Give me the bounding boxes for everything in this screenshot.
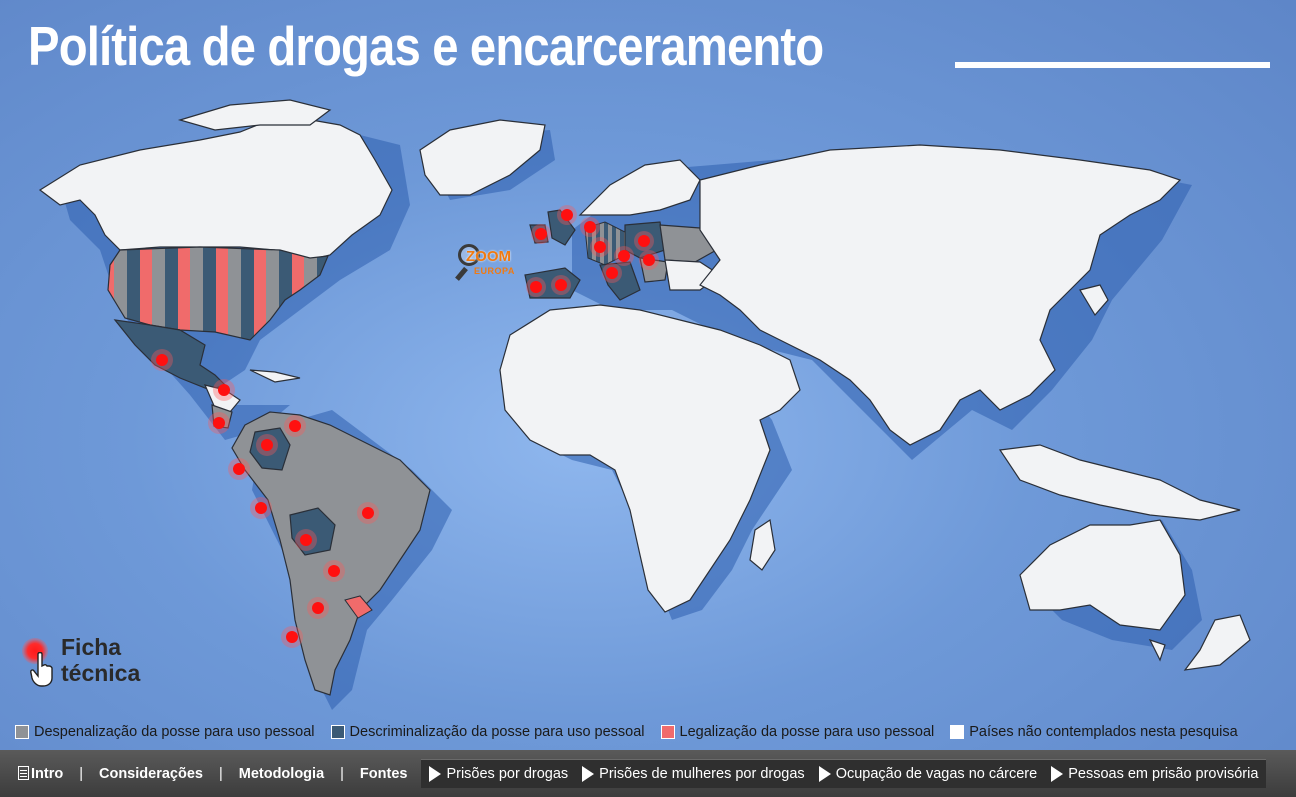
nav-consideracoes[interactable]: Considerações xyxy=(99,765,203,782)
title-underline xyxy=(955,62,1270,68)
nav-intro[interactable]: Intro xyxy=(18,765,64,782)
bottom-navbar: Intro | Considerações | Metodologia | Fo… xyxy=(0,750,1296,797)
legend-item-despenalizacao: Despenalização da posse para uso pessoal xyxy=(15,724,315,740)
nav-left-group: Intro | Considerações | Metodologia | Fo… xyxy=(18,765,408,782)
magnifier-icon xyxy=(458,244,480,266)
tab-label: Ocupação de vagas no cárcere xyxy=(835,766,1038,782)
zoom-sublabel: EUROPA xyxy=(474,266,515,276)
document-icon xyxy=(18,765,29,780)
legend-item-legalizacao: Legalização da posse para uso pessoal xyxy=(660,724,935,740)
zoom-label: ZOOM xyxy=(466,248,511,265)
ficha-line1: Ficha xyxy=(61,634,122,660)
country-markers xyxy=(151,205,659,648)
tab-label: Pessoas em prisão provisória xyxy=(1068,766,1259,782)
tab-label: Prisões de mulheres por drogas xyxy=(599,766,805,782)
page-title: Política de drogas e encarceramento xyxy=(28,15,824,77)
nav-metodologia[interactable]: Metodologia xyxy=(238,765,325,782)
world-map xyxy=(0,95,1296,710)
tab-label: Prisões por drogas xyxy=(446,766,569,782)
legend-label: Descriminalização da posse para uso pess… xyxy=(349,724,645,740)
map-legend: Despenalização da posse para uso pessoal… xyxy=(0,718,1296,746)
marker-dot-icon xyxy=(22,638,48,664)
nav-tabs: Prisões por drogas Prisões de mulheres p… xyxy=(421,759,1267,788)
tab-prisao-provisoria[interactable]: Pessoas em prisão provisória xyxy=(1051,766,1258,782)
legend-label: Países não contemplados nesta pesquisa xyxy=(969,724,1238,740)
play-triangle-icon xyxy=(429,766,442,782)
legend-swatch xyxy=(330,725,345,739)
nav-separator: | xyxy=(218,765,223,782)
pointer-hand-icon xyxy=(30,652,53,687)
play-triangle-icon xyxy=(818,766,831,782)
play-triangle-icon xyxy=(1051,766,1064,782)
legend-item-nao-contemplados: Países não contemplados nesta pesquisa xyxy=(950,724,1238,740)
nav-separator: | xyxy=(340,765,344,782)
legend-swatch xyxy=(660,725,675,739)
legend-label: Legalização da posse para uso pessoal xyxy=(679,724,935,740)
zoom-europe-button[interactable]: ZOOM EUROPA xyxy=(452,244,522,288)
nav-separator: | xyxy=(79,765,83,782)
ficha-label: Ficha técnica xyxy=(61,634,140,686)
ficha-line2: técnica xyxy=(61,660,141,686)
magnifier-handle xyxy=(455,266,468,281)
nav-intro-label: Intro xyxy=(31,765,64,782)
ficha-tecnica-button[interactable]: Ficha técnica xyxy=(18,634,168,690)
legend-swatch xyxy=(15,725,29,739)
tab-prisoes-por-drogas[interactable]: Prisões por drogas xyxy=(429,766,568,782)
play-triangle-icon xyxy=(582,766,595,782)
tab-prisoes-mulheres[interactable]: Prisões de mulheres por drogas xyxy=(582,766,805,782)
legend-item-descriminalizacao: Descriminalização da posse para uso pess… xyxy=(330,724,645,740)
nav-fontes[interactable]: Fontes xyxy=(359,765,408,782)
legend-swatch xyxy=(950,725,965,739)
tab-ocupacao-vagas[interactable]: Ocupação de vagas no cárcere xyxy=(818,766,1038,782)
legend-label: Despenalização da posse para uso pessoal xyxy=(34,724,315,740)
